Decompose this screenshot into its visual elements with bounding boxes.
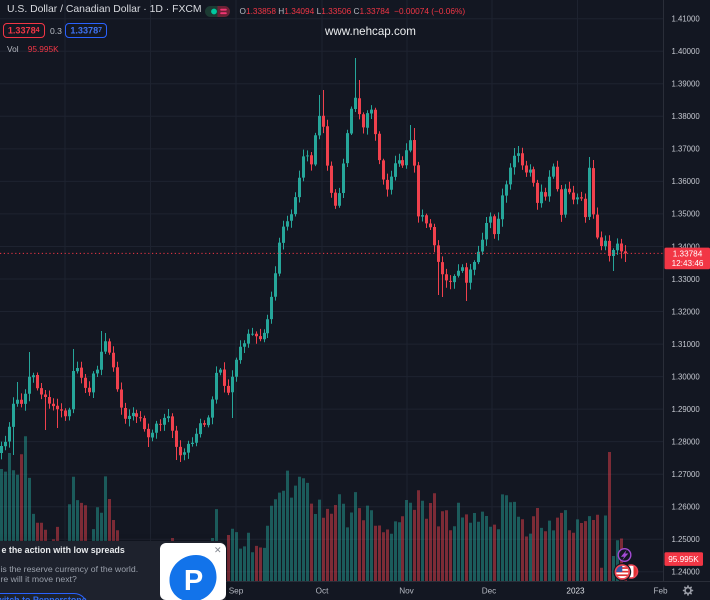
svg-text:1.33000: 1.33000 [672,275,701,284]
svg-text:2023: 2023 [566,586,585,595]
svg-text:12:43:46: 12:43:46 [672,259,704,268]
svg-text:95.995K: 95.995K [668,555,699,564]
svg-text:Nov: Nov [399,586,414,595]
svg-text:Sep: Sep [229,586,244,595]
svg-text:1.38000: 1.38000 [672,112,701,121]
svg-text:1.33784: 1.33784 [673,249,703,258]
svg-text:Oct: Oct [316,586,329,595]
svg-text:1.27000: 1.27000 [672,470,701,479]
svg-text:Dec: Dec [482,586,497,595]
svg-text:1.34000: 1.34000 [672,242,701,251]
svg-text:P: P [183,565,202,597]
svg-text:1.39000: 1.39000 [672,80,701,89]
svg-text:1.28000: 1.28000 [672,437,701,446]
svg-text:1.41000: 1.41000 [672,15,701,24]
svg-text:1.29000: 1.29000 [672,405,701,414]
svg-text:1.24000: 1.24000 [672,568,701,577]
svg-text:1.31000: 1.31000 [672,340,701,349]
svg-text:1.36000: 1.36000 [672,177,701,186]
svg-text:1.35000: 1.35000 [672,210,701,219]
svg-text:1.37000: 1.37000 [672,145,701,154]
svg-text:1.26000: 1.26000 [672,503,701,512]
svg-text:1.32000: 1.32000 [672,307,701,316]
svg-text:1.25000: 1.25000 [672,535,701,544]
svg-text:1.40000: 1.40000 [672,47,701,56]
svg-text:1.30000: 1.30000 [672,372,701,381]
svg-text:Feb: Feb [653,586,668,595]
